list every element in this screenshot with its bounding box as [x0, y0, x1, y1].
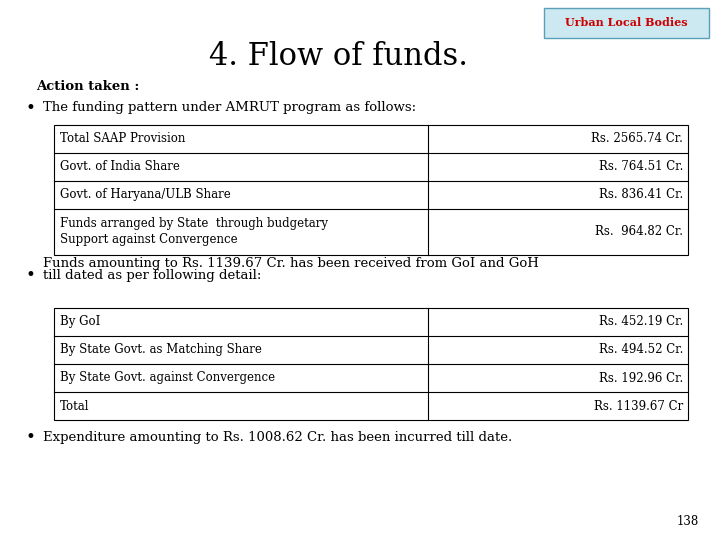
Bar — [54, 125, 688, 255]
Text: Rs. 1139.67 Cr: Rs. 1139.67 Cr — [594, 400, 683, 413]
Text: By State Govt. against Convergence: By State Govt. against Convergence — [60, 372, 275, 384]
Text: till dated as per following detail:: till dated as per following detail: — [43, 269, 261, 282]
Text: Govt. of Haryana/ULB Share: Govt. of Haryana/ULB Share — [60, 188, 230, 201]
Text: Total SAAP Provision: Total SAAP Provision — [60, 132, 185, 145]
Text: Rs. 494.52 Cr.: Rs. 494.52 Cr. — [599, 343, 683, 356]
Text: Funds arranged by State  through budgetary
Support against Convergence: Funds arranged by State through budgetar… — [60, 218, 328, 246]
Text: Govt. of India Share: Govt. of India Share — [60, 160, 179, 173]
Text: Rs. 2565.74 Cr.: Rs. 2565.74 Cr. — [591, 132, 683, 145]
Bar — [544, 8, 709, 38]
Bar — [54, 308, 688, 420]
Text: Rs.  964.82 Cr.: Rs. 964.82 Cr. — [595, 225, 683, 239]
Text: Funds amounting to Rs. 1139.67 Cr. has been received from GoI and GoH: Funds amounting to Rs. 1139.67 Cr. has b… — [43, 257, 539, 270]
Text: Expenditure amounting to Rs. 1008.62 Cr. has been incurred till date.: Expenditure amounting to Rs. 1008.62 Cr.… — [43, 431, 513, 444]
Text: The funding pattern under AMRUT program as follows:: The funding pattern under AMRUT program … — [43, 102, 416, 114]
Text: 4. Flow of funds.: 4. Flow of funds. — [209, 41, 468, 72]
Text: •: • — [25, 99, 35, 117]
Text: By GoI: By GoI — [60, 315, 100, 328]
Text: 138: 138 — [676, 515, 698, 528]
Text: Rs. 192.96 Cr.: Rs. 192.96 Cr. — [599, 372, 683, 384]
Text: By State Govt. as Matching Share: By State Govt. as Matching Share — [60, 343, 261, 356]
Text: Urban Local Bodies: Urban Local Bodies — [565, 17, 688, 29]
Text: Rs. 836.41 Cr.: Rs. 836.41 Cr. — [599, 188, 683, 201]
Text: Action taken :: Action taken : — [36, 80, 140, 93]
Text: •: • — [25, 266, 35, 285]
Text: •: • — [25, 428, 35, 447]
Text: Total: Total — [60, 400, 89, 413]
Text: Rs. 452.19 Cr.: Rs. 452.19 Cr. — [599, 315, 683, 328]
Text: Rs. 764.51 Cr.: Rs. 764.51 Cr. — [599, 160, 683, 173]
